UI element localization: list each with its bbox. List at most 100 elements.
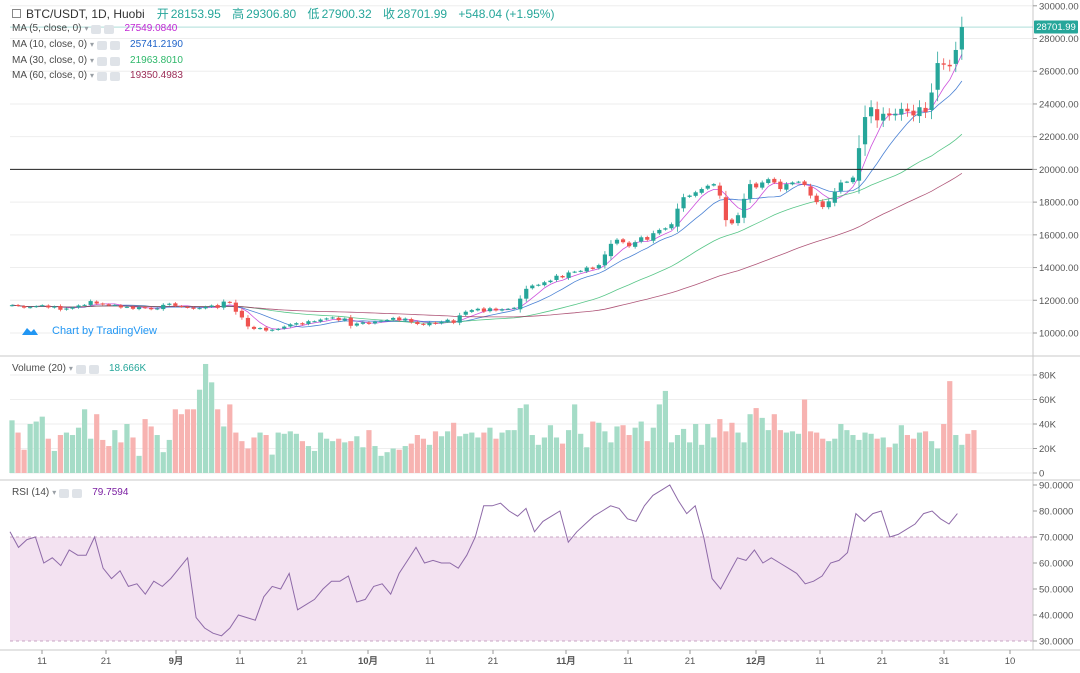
time-tick-label: 9月 [169,656,184,667]
settings-icon[interactable] [97,40,108,50]
volume-bar [378,455,384,473]
candle-body [814,195,819,203]
candle-body [518,298,523,310]
price-pane [9,5,1033,334]
volume-bar [348,441,354,473]
volume-bar [451,422,457,473]
volume-bar [838,424,844,473]
close-icon[interactable] [110,40,121,50]
close-label: 收 [382,7,395,21]
rsi-tick-label: 60.0000 [1039,559,1073,570]
settings-icon[interactable] [97,56,108,66]
candle-body [548,280,553,283]
candle-body [463,311,468,315]
volume-bar [396,449,402,473]
volume-axis[interactable]: 80K 60K 40K 20K 0 [1033,371,1057,480]
candle-body [796,181,801,183]
time-axis[interactable]: 11 21 9月 11 21 10月 11 21 11月 11 21 12月 11 21 31 10 [37,650,1015,667]
time-tick-label: 21 [877,656,888,667]
volume-tick-label: 0 [1039,469,1044,480]
volume-bar [118,442,124,473]
candle-body [167,303,172,305]
candle-body [112,304,117,306]
price-tick-label: 20000.00 [1039,165,1079,176]
settings-icon[interactable] [97,71,108,81]
legend-ma5[interactable]: MA (5, close, 0) ▾ 27549.0840 [12,23,177,35]
candle-body [633,242,638,247]
candle-body [820,201,825,208]
close-icon[interactable] [110,56,121,66]
rsi-line [9,484,958,637]
candle-body [899,108,904,115]
candle-body [893,113,898,116]
volume-bar [21,449,27,473]
legend-rsi[interactable]: RSI (14) ▾ 79.7594 [12,487,128,499]
candle-body [191,307,196,309]
candle-body [536,284,541,286]
legend-ma30[interactable]: MA (30, close, 0) ▾ 21963.8010 [12,55,183,67]
chevron-down-icon[interactable]: ▾ [90,71,95,80]
candle-body [385,319,390,321]
volume-bar [57,435,63,473]
price-axis[interactable]: 10000.00 12000.00 14000.00 16000.00 18000.00… [1033,1,1079,340]
candle-body [251,326,257,329]
volume-bar [705,424,711,473]
candle-body [409,319,414,323]
close-icon[interactable] [88,364,99,374]
volume-bar [469,432,475,473]
candle-body [306,321,311,324]
candle-body [94,301,99,304]
high-label: 高 [232,7,245,21]
volume-bar [632,427,638,473]
candle-body [627,242,632,247]
rsi-axis[interactable]: 90.0000 80.0000 70.0000 60.0000 50.0000 40.00… [1033,481,1073,648]
volume-bar [578,433,584,473]
chevron-down-icon[interactable]: ▾ [52,488,57,497]
settings-icon[interactable] [59,488,70,498]
close-icon[interactable] [72,488,83,498]
candle-body [173,303,178,306]
rsi-pane [9,484,1033,642]
symbol-title[interactable]: BTC/USDT, 1D, Huobi [26,6,145,21]
candle-body [554,275,559,280]
chevron-down-icon[interactable]: ▾ [90,40,95,49]
volume-bar [408,443,414,473]
candle-body [300,323,305,325]
volume-bar [269,454,275,473]
candle-body [669,224,674,229]
volume-bar [935,448,941,473]
volume-bar [910,438,917,473]
candle-body [439,321,444,324]
volume-bar [142,419,148,473]
volume-bar [499,432,505,473]
volume-bar [789,431,796,473]
settings-icon[interactable] [75,364,86,374]
candle-body [330,317,335,319]
tradingview-brand[interactable]: Chart by TradingView [22,325,157,337]
settings-icon[interactable] [91,24,102,34]
candle-body [100,303,105,305]
candle-body [802,181,807,185]
candle-body [9,305,15,307]
collapse-icon[interactable] [12,9,21,18]
candle-body [911,110,916,116]
candle-body [729,219,735,224]
volume-bar [886,447,892,473]
legend-ma60[interactable]: MA (60, close, 0) ▾ 19350.4983 [12,70,183,82]
legend-ma10[interactable]: MA (10, close, 0) ▾ 25741.2190 [12,39,183,51]
close-icon[interactable] [110,71,121,81]
volume-bar [88,438,94,473]
candle-body [856,148,862,181]
candle-body [844,181,849,183]
chevron-down-icon[interactable]: ▾ [90,56,95,65]
chevron-down-icon[interactable]: ▾ [84,24,89,33]
chevron-down-icon[interactable]: ▾ [68,364,73,373]
volume-bar [771,414,777,473]
legend-volume-label: Volume (20) [12,363,66,374]
legend-volume[interactable]: Volume (20) ▾ 18.666K [12,363,146,375]
volume-bar [922,431,929,473]
volume-bar [263,435,269,473]
close-icon[interactable] [104,24,115,34]
last-price-tag-bg [1034,20,1078,34]
